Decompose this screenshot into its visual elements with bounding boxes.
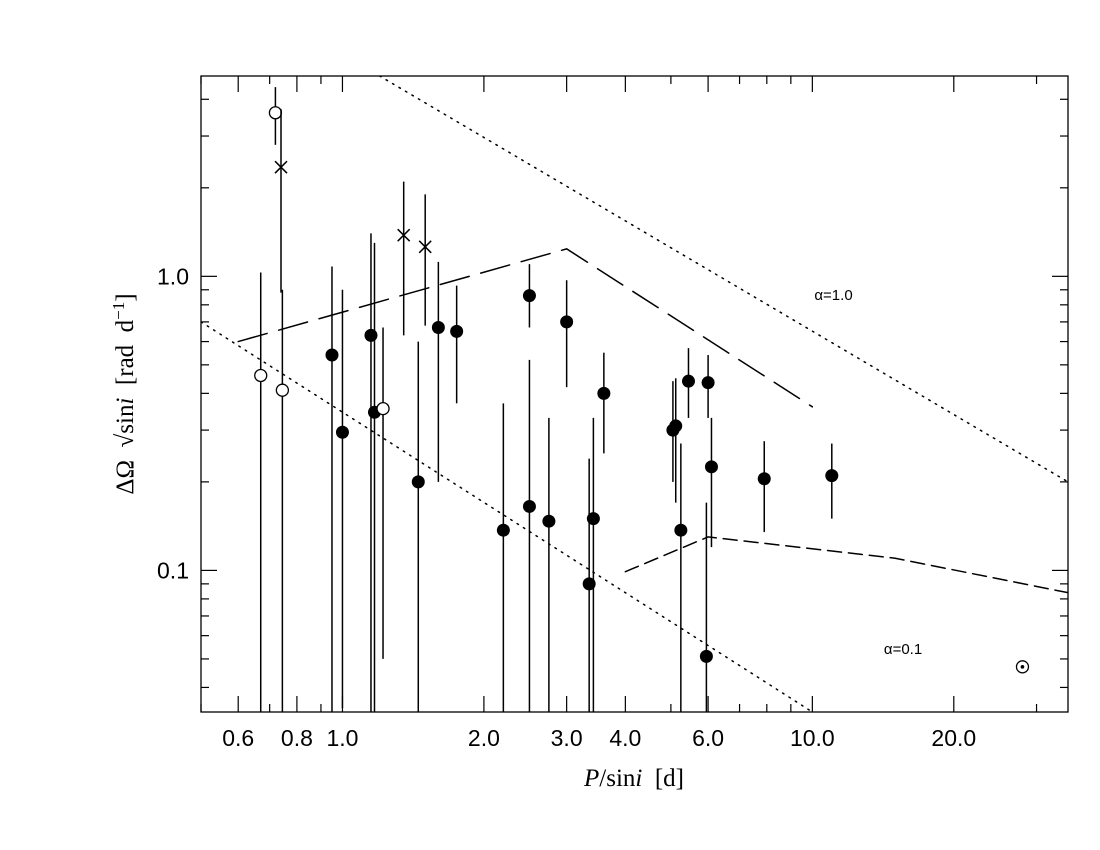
data-point-filled <box>496 523 510 537</box>
y-axis-label: ΔΩ √sini [rad d−1] <box>109 293 139 494</box>
data-point-filled <box>757 472 771 486</box>
model-line-short-dashed <box>624 536 1068 594</box>
y-tick-label: 0.1 <box>157 557 189 583</box>
data-point-cross <box>397 228 411 242</box>
y-axis-label-part: −1 <box>109 302 128 320</box>
data-point-filled <box>522 499 536 513</box>
y-axis-label-part: i <box>112 398 139 405</box>
cross-stroke <box>418 240 432 254</box>
annotation-label: α=1.0 <box>814 287 852 304</box>
data-point-cross <box>418 240 432 254</box>
data-point-filled <box>597 386 611 400</box>
data-point-filled <box>674 523 688 537</box>
x-axis-label-part: [d] <box>642 765 684 792</box>
data-point-filled <box>704 460 718 474</box>
data-point-filled <box>681 374 695 388</box>
model-line-dotted <box>201 321 814 712</box>
cross-stroke <box>397 228 411 242</box>
cross-stroke <box>274 160 288 174</box>
y-axis-label-part: ] <box>112 293 139 301</box>
data-points <box>254 87 1030 712</box>
data-point-filled <box>431 320 445 334</box>
data-point-filled <box>669 419 683 433</box>
x-tick-label: 20.0 <box>931 725 976 751</box>
data-point-filled <box>411 475 425 489</box>
x-tick-label: 3.0 <box>551 725 583 751</box>
annotation-label: α=0.1 <box>884 641 922 658</box>
y-tick-label: 1.0 <box>157 263 189 289</box>
data-point-cross <box>274 160 288 174</box>
model-line-long-dashed <box>237 248 814 408</box>
data-point-filled <box>335 425 349 439</box>
sun-dot <box>1020 665 1025 669</box>
x-tick-label: 6.0 <box>692 725 724 751</box>
data-point-filled <box>542 514 556 528</box>
axis-ticks <box>200 76 1068 712</box>
data-point-open <box>376 401 390 416</box>
x-axis-label: P/sini [d] <box>583 765 684 792</box>
plot-frame <box>200 75 1069 713</box>
axis-labels: 0.6 0.8 1.0 2.0 3.0 4.0 6.0 10.0 20.0 0.1 1.0 α=1.0… <box>157 263 976 751</box>
x-tick-label: 0.6 <box>222 725 254 751</box>
data-point-filled <box>582 577 596 591</box>
data-point-open <box>275 383 290 397</box>
x-tick-label: 4.0 <box>609 725 641 751</box>
y-axis-label-part: [rad d <box>112 319 139 397</box>
x-axis-label-part: i <box>635 765 642 792</box>
data-point-open <box>254 368 268 383</box>
x-tick-label: 0.8 <box>281 725 313 751</box>
model-lines <box>201 76 1068 712</box>
data-point-filled <box>701 376 715 390</box>
data-point-filled <box>560 315 574 329</box>
data-point-filled <box>522 289 536 303</box>
x-axis-label-part: P <box>583 765 599 792</box>
x-tick-label: 2.0 <box>468 725 500 751</box>
data-point-open <box>268 106 283 120</box>
data-point-filled <box>825 469 839 483</box>
data-point-filled <box>586 512 600 526</box>
data-point-sun <box>1015 660 1030 674</box>
data-point-filled <box>450 324 464 338</box>
x-tick-label: 1.0 <box>326 725 358 751</box>
model-line-dotted <box>378 76 1068 483</box>
x-axis-label-part: /sin <box>599 765 636 792</box>
y-axis-label-part: ΔΩ √sin <box>112 404 139 495</box>
x-tick-label: 10.0 <box>790 725 835 751</box>
data-point-filled <box>325 348 339 362</box>
data-point-filled <box>364 328 378 342</box>
data-point-filled <box>699 649 713 663</box>
